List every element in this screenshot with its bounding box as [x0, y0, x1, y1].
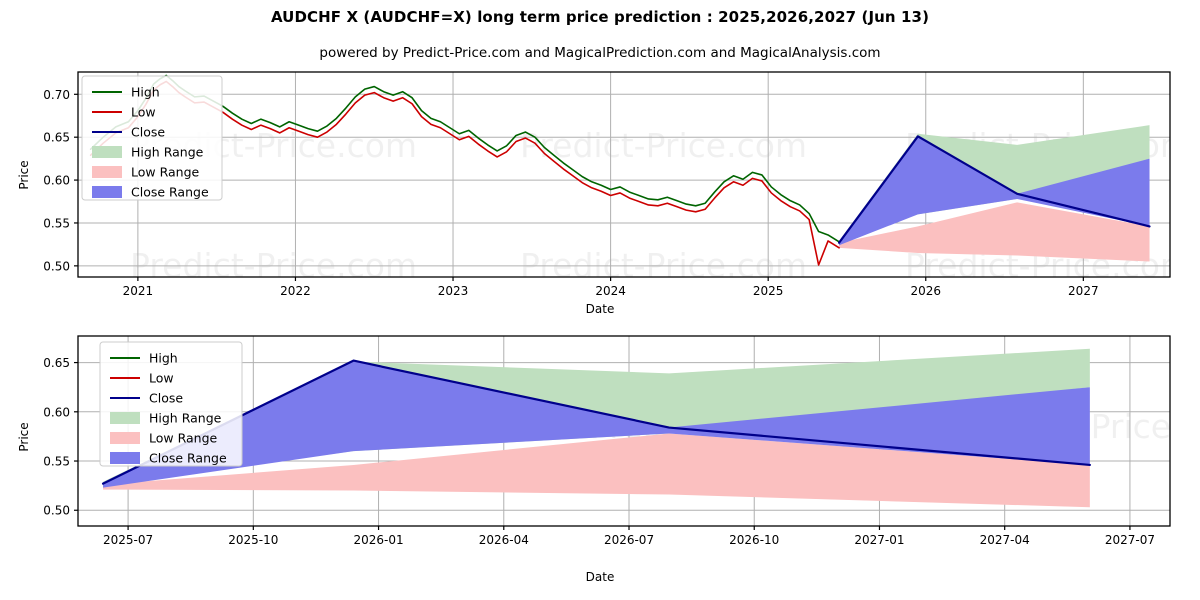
x-tick-label: 2026-07 — [604, 533, 654, 547]
overview-plot: Predict-Price.com Predict-Price.com Predic… — [43, 71, 1171, 298]
legend-item-low-label: Low — [149, 371, 174, 386]
x-tick-label: 2027 — [1068, 284, 1099, 298]
overview-y-axis-label: Price — [17, 160, 31, 190]
band-low-range — [839, 202, 1150, 262]
legend-item-high-range-label: High Range — [149, 411, 222, 426]
y-tick-label: 0.60 — [43, 174, 70, 188]
x-tick-label: 2026 — [910, 284, 941, 298]
series-line-close — [837, 135, 1151, 244]
x-tick-label: 2025-10 — [228, 533, 278, 547]
chart-legend: High Low Close High Range Low Range Close Ran… — [99, 341, 243, 467]
watermark-text: Predict-Price.com — [130, 246, 417, 285]
x-tick-label: 2026-10 — [729, 533, 779, 547]
x-tick-label: 2026-04 — [479, 533, 529, 547]
legend-item-high-label: High — [131, 85, 160, 100]
legend-item-low-label: Low — [131, 105, 156, 120]
chart-legend: High Low Close High Range Low Range Close Ran… — [81, 75, 223, 201]
overview-x-axis-label: Date — [585, 302, 615, 316]
legend-item-close-range-label: Close Range — [131, 185, 209, 200]
legend-item-close-label: Close — [149, 391, 183, 406]
legend-item-low-range-label: Low Range — [131, 165, 200, 180]
legend-item-low-range-swatch — [110, 432, 140, 444]
x-tick-label: 2022 — [280, 284, 311, 298]
x-tick-label: 2027-07 — [1105, 533, 1155, 547]
plot-content — [101, 348, 1091, 508]
forecast-detail-chart: Predict-Price.comPredict-Price.comPredic… — [0, 328, 1200, 558]
legend-item-close-range-swatch — [110, 452, 140, 464]
legend-item-close-label: Close — [131, 125, 165, 140]
page-subtitle: powered by Predict-Price.com and Magical… — [319, 45, 881, 61]
y-tick-label: 0.55 — [43, 455, 70, 469]
y-tick-label: 0.60 — [43, 405, 70, 419]
band-low-range — [103, 433, 1090, 508]
legend-item-high-range-swatch — [92, 146, 122, 158]
axis-ticks: 0.50 0.55 0.60 0.65 0.70 2021 2022 2023 2024 2025… — [43, 88, 1098, 298]
y-tick-label: 0.70 — [43, 88, 70, 102]
legend-item-close-range-swatch — [92, 186, 122, 198]
legend-item-high-label: High — [149, 351, 178, 366]
watermark-text: Predict-Price.com — [520, 246, 807, 285]
band-close-range — [839, 136, 1150, 246]
legend-item-low-range-label: Low Range — [149, 431, 218, 446]
detail-y-axis-label: Price — [17, 422, 31, 452]
y-tick-label: 0.50 — [43, 504, 70, 518]
x-tick-label: 2026-01 — [353, 533, 403, 547]
watermark-text: Predict-Price.com — [520, 126, 807, 165]
legend-item-close-range-label: Close Range — [149, 451, 227, 466]
y-tick-label: 0.55 — [43, 216, 70, 230]
x-tick-label: 2027-04 — [980, 533, 1030, 547]
y-tick-label: 0.50 — [43, 259, 70, 273]
plot-frame — [77, 71, 1171, 278]
band-close-range — [103, 360, 1090, 488]
grid-lines — [78, 72, 1170, 277]
x-tick-label: 2024 — [595, 284, 626, 298]
legend-item-low-range-swatch — [92, 166, 122, 178]
forecast-detail-plot: Predict-Price.comPredict-Price.comPredic… — [43, 335, 1171, 547]
page-title: AUDCHF X (AUDCHF=X) long term price pred… — [270, 8, 930, 26]
detail-x-axis-label: Date — [585, 570, 615, 584]
y-tick-label: 0.65 — [43, 131, 70, 145]
x-tick-label: 2027-01 — [854, 533, 904, 547]
overview-chart: Predict-Price.com Predict-Price.com Predic… — [0, 62, 1200, 322]
x-tick-label: 2025-07 — [103, 533, 153, 547]
x-tick-label: 2025 — [753, 284, 784, 298]
legend-item-high-range-swatch — [110, 412, 140, 424]
x-tick-label: 2023 — [438, 284, 469, 298]
legend-item-high-range-label: High Range — [131, 145, 204, 160]
plot-frame — [77, 335, 1171, 527]
y-tick-label: 0.65 — [43, 356, 70, 370]
x-tick-label: 2021 — [123, 284, 154, 298]
axis-ticks: 0.50 0.55 0.60 0.65 2025-07 2025-10 2026-01 202… — [43, 356, 1155, 547]
plot-content — [89, 74, 1151, 266]
